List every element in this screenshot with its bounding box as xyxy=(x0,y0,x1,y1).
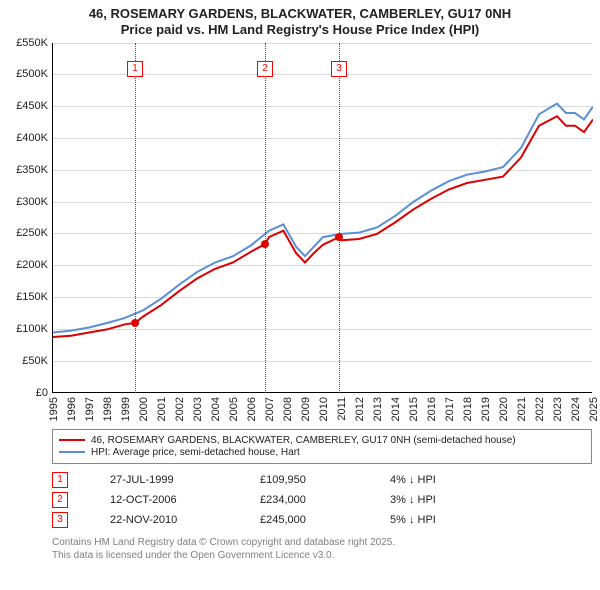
event-badge-on-chart: 3 xyxy=(331,61,347,77)
x-tick-label: 2011 xyxy=(336,397,348,427)
event-row: 3 22-NOV-2010 £245,000 5% ↓ HPI xyxy=(52,512,592,528)
series-price_paid xyxy=(53,116,593,337)
x-tick-label: 1995 xyxy=(48,397,60,427)
event-delta: 5% ↓ HPI xyxy=(390,514,510,526)
x-tick-label: 2023 xyxy=(552,397,564,427)
legend: 46, ROSEMARY GARDENS, BLACKWATER, CAMBER… xyxy=(52,429,592,464)
legend-label: 46, ROSEMARY GARDENS, BLACKWATER, CAMBER… xyxy=(91,435,516,446)
event-delta: 3% ↓ HPI xyxy=(390,494,510,506)
x-tick-label: 2024 xyxy=(570,397,582,427)
event-date: 27-JUL-1999 xyxy=(110,474,230,486)
chart-container: 46, ROSEMARY GARDENS, BLACKWATER, CAMBER… xyxy=(0,0,600,590)
y-tick-label: £0 xyxy=(8,387,48,399)
event-vline xyxy=(135,43,136,393)
event-badge: 3 xyxy=(52,512,68,528)
y-tick-label: £400K xyxy=(8,132,48,144)
event-badge: 2 xyxy=(52,492,68,508)
x-tick-label: 2003 xyxy=(192,397,204,427)
event-delta: 4% ↓ HPI xyxy=(390,474,510,486)
x-tick-label: 1998 xyxy=(102,397,114,427)
line-series-svg xyxy=(53,43,593,393)
y-tick-label: £550K xyxy=(8,37,48,49)
x-tick-label: 2013 xyxy=(372,397,384,427)
footer: Contains HM Land Registry data © Crown c… xyxy=(52,536,592,562)
series-hpi xyxy=(53,103,593,332)
legend-label: HPI: Average price, semi-detached house,… xyxy=(91,447,300,458)
legend-swatch xyxy=(59,439,85,441)
event-vline xyxy=(265,43,266,393)
footer-line1: Contains HM Land Registry data © Crown c… xyxy=(52,536,592,549)
y-tick-label: £500K xyxy=(8,68,48,80)
x-tick-label: 2018 xyxy=(462,397,474,427)
x-tick-label: 1997 xyxy=(84,397,96,427)
x-tick-label: 2008 xyxy=(282,397,294,427)
legend-row: 46, ROSEMARY GARDENS, BLACKWATER, CAMBER… xyxy=(59,435,585,446)
x-tick-label: 2009 xyxy=(300,397,312,427)
x-tick-label: 2002 xyxy=(174,397,186,427)
footer-line2: This data is licensed under the Open Gov… xyxy=(52,549,592,562)
plot-area: 1 2 3 xyxy=(52,43,592,393)
x-tick-label: 2021 xyxy=(516,397,528,427)
title-line1: 46, ROSEMARY GARDENS, BLACKWATER, CAMBER… xyxy=(8,6,592,22)
y-tick-label: £450K xyxy=(8,100,48,112)
x-tick-label: 2007 xyxy=(264,397,276,427)
event-price: £245,000 xyxy=(260,514,360,526)
x-tick-label: 2017 xyxy=(444,397,456,427)
x-tick-label: 2020 xyxy=(498,397,510,427)
x-tick-label: 1996 xyxy=(66,397,78,427)
x-tick-label: 2016 xyxy=(426,397,438,427)
x-tick-label: 2004 xyxy=(210,397,222,427)
x-tick-label: 2010 xyxy=(318,397,330,427)
event-price: £234,000 xyxy=(260,494,360,506)
x-tick-label: 2015 xyxy=(408,397,420,427)
event-vline xyxy=(339,43,340,393)
x-tick-label: 2019 xyxy=(480,397,492,427)
event-date: 12-OCT-2006 xyxy=(110,494,230,506)
event-price: £109,950 xyxy=(260,474,360,486)
x-tick-label: 2005 xyxy=(228,397,240,427)
x-tick-label: 2022 xyxy=(534,397,546,427)
y-tick-label: £150K xyxy=(8,291,48,303)
title-line2: Price paid vs. HM Land Registry's House … xyxy=(8,22,592,38)
y-tick-label: £50K xyxy=(8,355,48,367)
y-tick-label: £100K xyxy=(8,323,48,335)
x-tick-label: 2001 xyxy=(156,397,168,427)
event-badge: 1 xyxy=(52,472,68,488)
x-tick-label: 2006 xyxy=(246,397,258,427)
chart-area: £0 £50K £100K £150K £200K £250K £300K £350K £400… xyxy=(8,43,592,423)
legend-swatch xyxy=(59,451,85,453)
x-tick-label: 1999 xyxy=(120,397,132,427)
event-row: 1 27-JUL-1999 £109,950 4% ↓ HPI xyxy=(52,472,592,488)
event-badge-on-chart: 1 xyxy=(127,61,143,77)
x-tick-label: 2012 xyxy=(354,397,366,427)
x-tick-label: 2000 xyxy=(138,397,150,427)
y-tick-label: £300K xyxy=(8,196,48,208)
legend-row: HPI: Average price, semi-detached house,… xyxy=(59,447,585,458)
chart-title: 46, ROSEMARY GARDENS, BLACKWATER, CAMBER… xyxy=(8,6,592,39)
y-tick-label: £350K xyxy=(8,164,48,176)
y-tick-label: £250K xyxy=(8,227,48,239)
event-date: 22-NOV-2010 xyxy=(110,514,230,526)
events-table: 1 27-JUL-1999 £109,950 4% ↓ HPI 2 12-OCT… xyxy=(52,472,592,528)
event-badge-on-chart: 2 xyxy=(257,61,273,77)
x-tick-label: 2014 xyxy=(390,397,402,427)
x-tick-label: 2025 xyxy=(588,397,600,427)
y-tick-label: £200K xyxy=(8,259,48,271)
event-row: 2 12-OCT-2006 £234,000 3% ↓ HPI xyxy=(52,492,592,508)
